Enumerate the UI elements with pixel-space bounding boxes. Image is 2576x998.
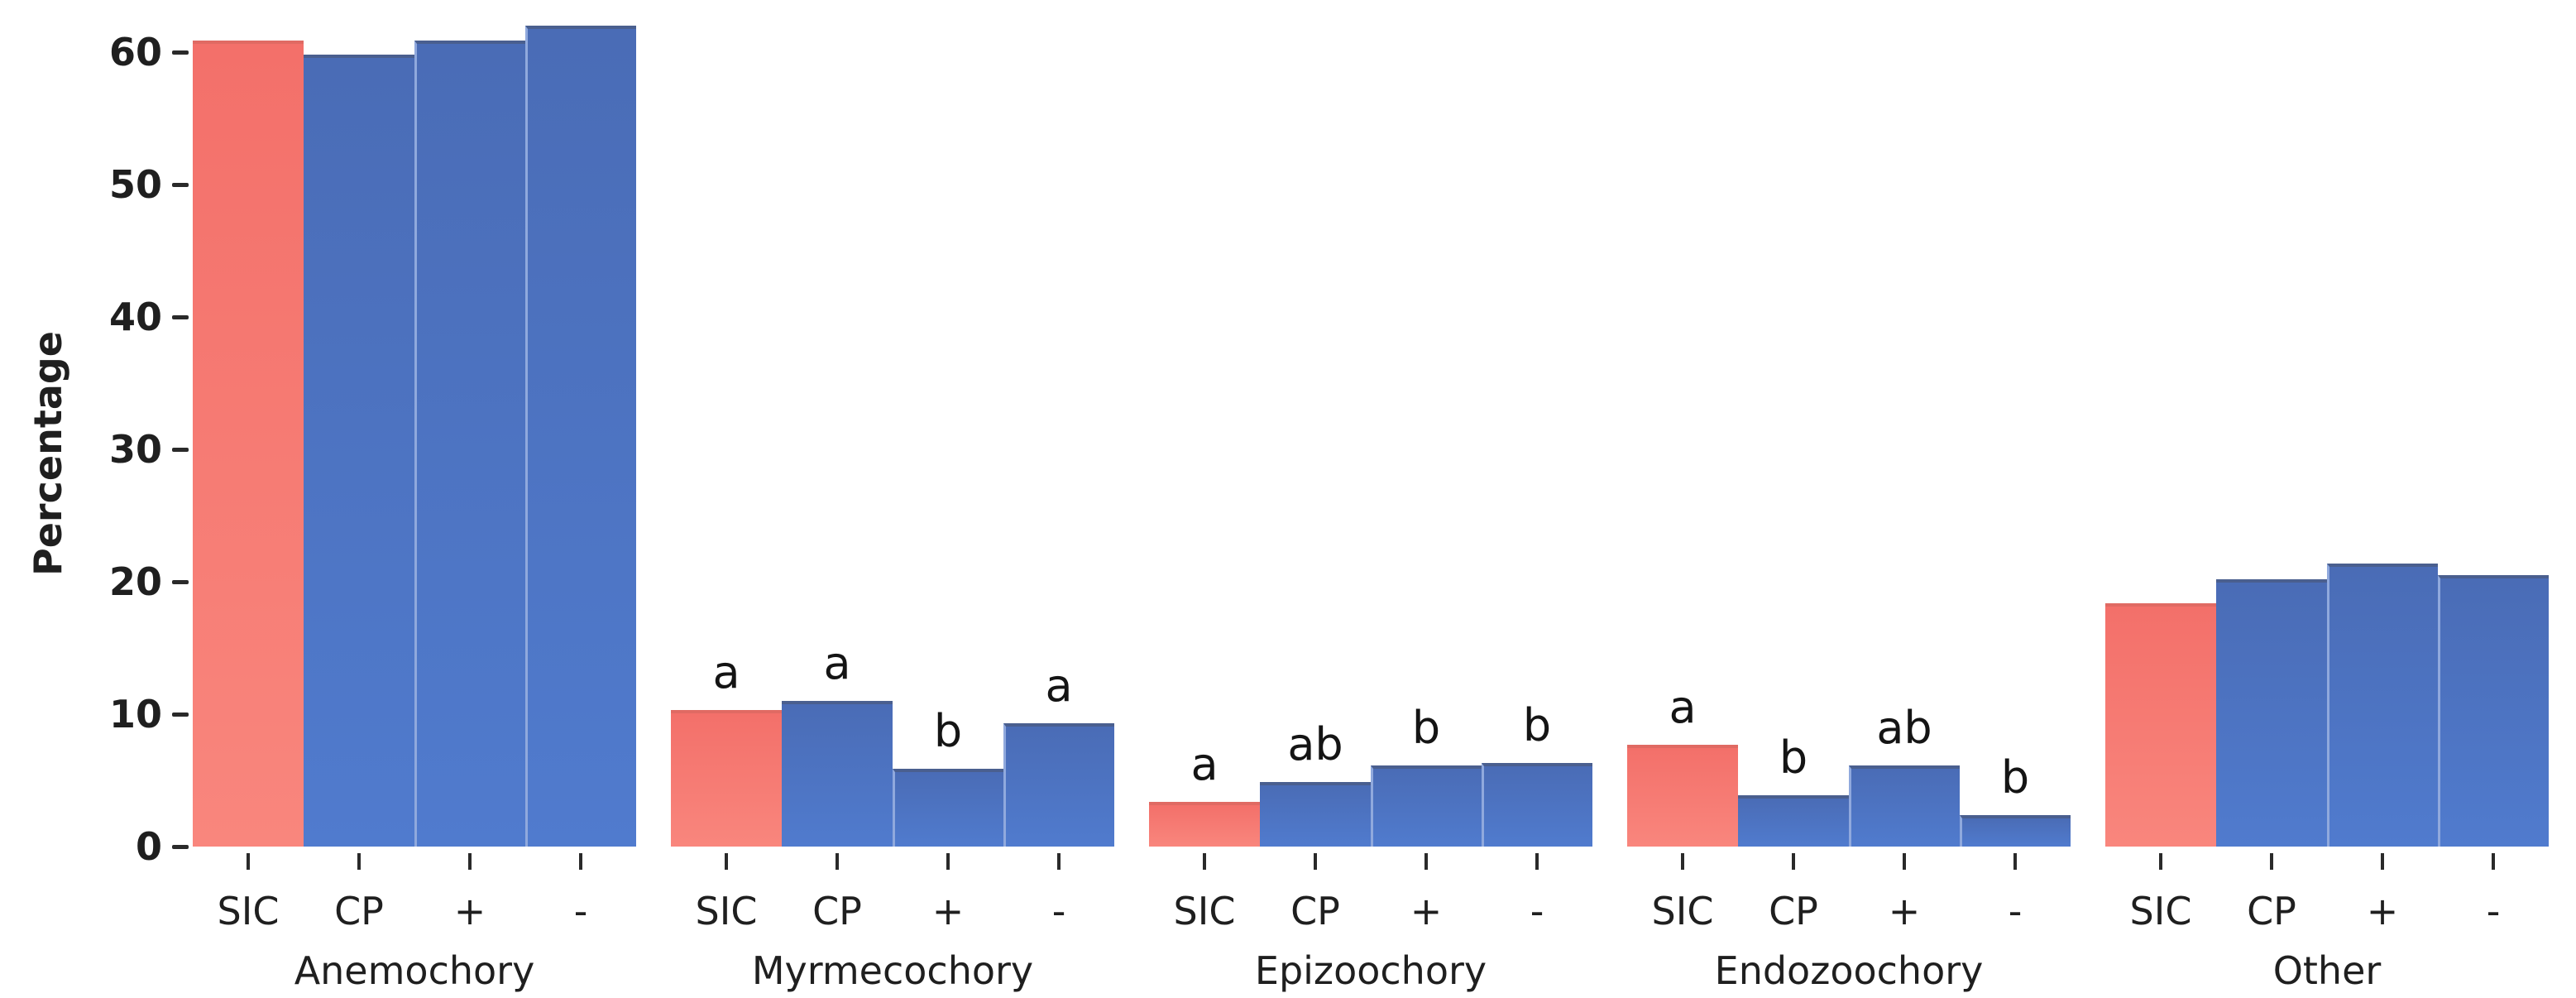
- bar-other-minus: [2438, 575, 2549, 847]
- significance-letter: a: [1190, 738, 1219, 790]
- x-category-label: +: [453, 889, 486, 933]
- y-tick-mark: [172, 713, 189, 717]
- bar-anemochory-minus: [525, 26, 636, 847]
- bar-endozoochory-sic: [1627, 745, 1738, 847]
- bar-anemochory-cp: [304, 55, 414, 847]
- y-tick-label: 50: [108, 162, 162, 207]
- x-category-label: SIC: [217, 889, 280, 933]
- x-tick-mark: [725, 853, 728, 870]
- x-tick-mark: [1792, 853, 1795, 870]
- x-category-label: +: [2366, 889, 2399, 933]
- x-category-label: SIC: [1173, 889, 1236, 933]
- x-tick-mark: [836, 853, 839, 870]
- bar-myrmecochory-cp: [782, 701, 893, 847]
- bar-endozoochory-plus: [1849, 765, 1960, 847]
- x-category-label: +: [1410, 889, 1443, 933]
- significance-letter: a: [712, 646, 740, 698]
- bar-epizoochory-sic: [1149, 802, 1260, 847]
- x-tick-mark: [1903, 853, 1906, 870]
- bar-epizoochory-cp: [1260, 782, 1371, 847]
- x-category-label: SIC: [1651, 889, 1714, 933]
- y-tick-label: 10: [108, 692, 162, 737]
- y-tick-mark: [172, 315, 189, 319]
- x-tick-mark: [1681, 853, 1684, 870]
- significance-letter: a: [823, 637, 851, 689]
- x-category-label: CP: [1290, 889, 1340, 933]
- x-tick-mark: [1535, 853, 1539, 870]
- group-label-epizoochory: Epizoochory: [1254, 948, 1487, 993]
- bar-other-plus: [2327, 564, 2438, 847]
- x-category-label: -: [1530, 889, 1544, 933]
- x-category-label: CP: [812, 889, 862, 933]
- x-category-label: +: [931, 889, 965, 933]
- x-tick-mark: [468, 853, 472, 870]
- x-category-label: -: [573, 889, 588, 933]
- group-label-endozoochory: Endozoochory: [1714, 948, 1984, 993]
- x-category-label: SIC: [2129, 889, 2192, 933]
- bar-epizoochory-plus: [1371, 765, 1482, 847]
- y-tick-mark: [172, 448, 189, 452]
- x-tick-mark: [1203, 853, 1206, 870]
- significance-letter: a: [1669, 681, 1697, 733]
- y-tick-mark: [172, 183, 189, 187]
- x-category-label: -: [2008, 889, 2023, 933]
- bar-endozoochory-cp: [1738, 795, 1849, 847]
- x-category-label: CP: [334, 889, 384, 933]
- x-tick-mark: [2492, 853, 2495, 870]
- x-tick-mark: [1424, 853, 1428, 870]
- x-tick-mark: [247, 853, 250, 870]
- x-tick-mark: [2159, 853, 2162, 870]
- y-tick-label: 40: [108, 295, 162, 339]
- x-tick-mark: [946, 853, 950, 870]
- bar-anemochory-sic: [193, 41, 304, 847]
- significance-letter: ab: [1876, 702, 1932, 754]
- x-tick-mark: [2270, 853, 2273, 870]
- significance-letter: b: [1411, 702, 1441, 754]
- bar-other-cp: [2216, 579, 2327, 847]
- x-tick-mark: [357, 853, 361, 870]
- x-tick-mark: [1057, 853, 1061, 870]
- significance-letter: b: [933, 705, 963, 757]
- y-tick-mark: [172, 50, 189, 55]
- x-category-label: +: [1888, 889, 1921, 933]
- y-tick-label: 60: [108, 30, 162, 74]
- x-category-label: SIC: [695, 889, 758, 933]
- x-category-label: CP: [2247, 889, 2296, 933]
- y-tick-label: 20: [108, 559, 162, 604]
- bar-myrmecochory-minus: [1003, 723, 1114, 847]
- significance-letter: b: [1522, 699, 1552, 751]
- x-tick-mark: [2381, 853, 2384, 870]
- significance-letter: ab: [1287, 718, 1343, 770]
- x-category-label: CP: [1769, 889, 1818, 933]
- y-tick-label: 30: [108, 427, 162, 472]
- significance-letter: a: [1045, 660, 1073, 712]
- significance-letter: b: [2000, 751, 2030, 804]
- bar-other-sic: [2105, 603, 2216, 847]
- bar-myrmecochory-sic: [671, 710, 782, 847]
- y-tick-mark: [172, 580, 189, 584]
- significance-letter: b: [1779, 732, 1808, 784]
- x-tick-mark: [2013, 853, 2017, 870]
- x-tick-mark: [579, 853, 582, 870]
- x-category-label: -: [1051, 889, 1066, 933]
- x-category-label: -: [2486, 889, 2501, 933]
- x-tick-mark: [1314, 853, 1317, 870]
- group-label-anemochory: Anemochory: [294, 948, 535, 993]
- y-tick-mark: [172, 845, 189, 849]
- bar-endozoochory-minus: [1960, 815, 2071, 847]
- group-label-other: Other: [2272, 948, 2382, 993]
- bar-epizoochory-minus: [1482, 763, 1592, 847]
- bar-myrmecochory-plus: [893, 769, 1003, 847]
- y-tick-label: 0: [135, 824, 162, 869]
- bar-anemochory-plus: [414, 41, 525, 847]
- group-label-myrmecochory: Myrmecochory: [751, 948, 1034, 993]
